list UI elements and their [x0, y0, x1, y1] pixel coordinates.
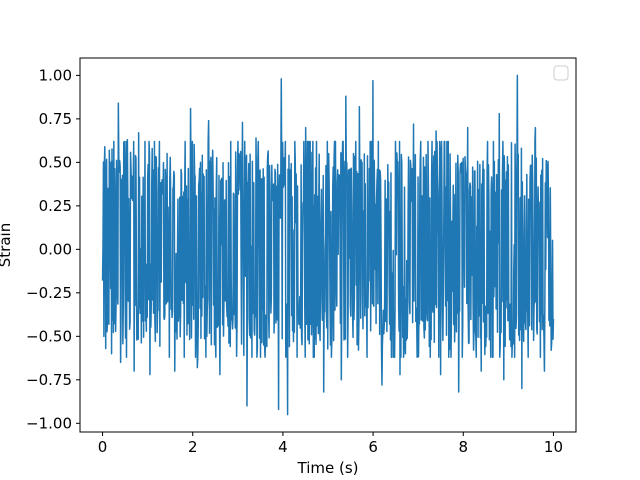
x-tick-label: 10: [544, 438, 563, 456]
y-tick-label: 0.50: [39, 153, 72, 171]
strain-series-line: [101, 74, 555, 416]
y-tick-label: −1.00: [26, 414, 72, 432]
y-tick-label: 0.25: [39, 197, 72, 215]
x-axis-ticks: 0 2 4 6 8 10: [98, 432, 563, 456]
y-tick-label: 0.75: [39, 110, 72, 128]
y-tick-label: −0.25: [26, 284, 72, 302]
x-tick-label: 2: [188, 438, 198, 456]
x-axis-label: Time (s): [297, 459, 359, 477]
series-group: [101, 74, 555, 416]
x-tick-label: 0: [98, 438, 108, 456]
plot-area: [79, 57, 577, 433]
x-tick-label: 6: [368, 438, 378, 456]
y-tick-label: −0.75: [26, 371, 72, 389]
axes-frame: [79, 57, 577, 433]
y-axis-ticks: −1.00 −0.75 −0.50 −0.25 0.00 0.25 0.50 0.75 1.00: [26, 66, 80, 432]
y-tick-label: 1.00: [39, 66, 72, 84]
y-tick-label: 0.00: [39, 240, 72, 258]
x-tick-label: 8: [458, 438, 468, 456]
y-tick-label: −0.50: [26, 327, 72, 345]
x-tick-label: 4: [278, 438, 288, 456]
y-axis-label: Strain: [0, 223, 14, 267]
legend: [553, 65, 569, 81]
